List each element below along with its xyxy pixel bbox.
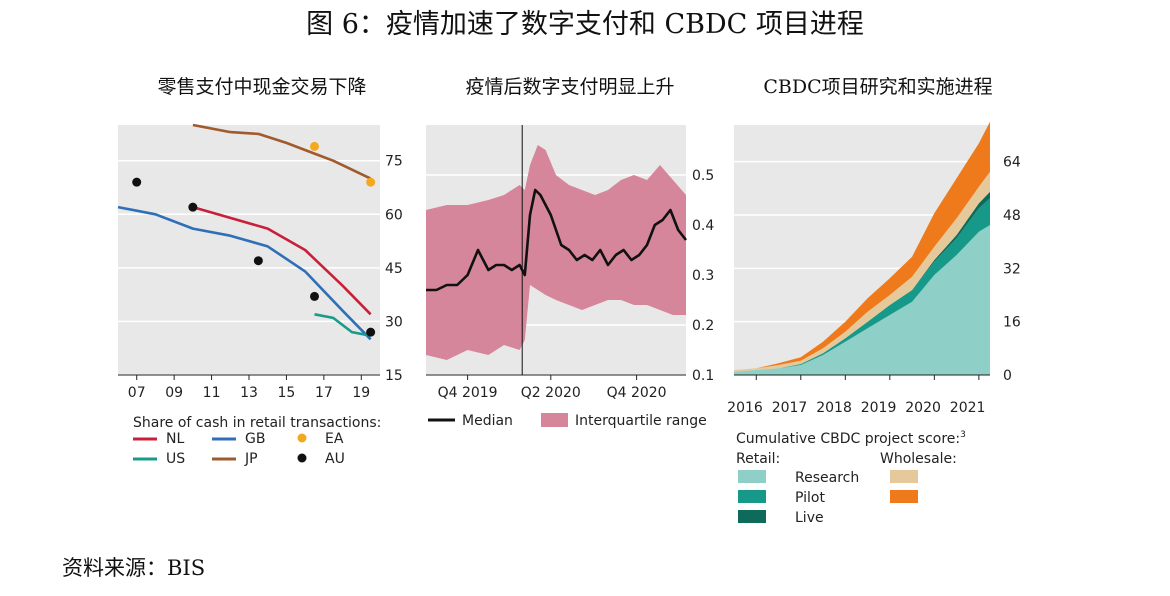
- panel-2-x-tick: Q2 2020: [521, 385, 581, 401]
- panel-2-line-median: [426, 188, 688, 292]
- panel-3-legend-retail: Retail:: [736, 451, 780, 467]
- panel-2-y-tick: 0.1: [692, 368, 714, 384]
- panel-1-x-tick: 13: [240, 385, 258, 401]
- panel-3-y-tick: 0: [1003, 368, 1012, 384]
- panel-1-plot-bg: [118, 125, 380, 375]
- legend-swatch-wholesale-research: [890, 470, 918, 483]
- panel-1-x-tick: 19: [352, 385, 370, 401]
- panel-3-legend-title: Cumulative CBDC project score:3: [736, 430, 966, 447]
- panel-2-y-tick: 0.2: [692, 318, 714, 334]
- panel-3-y-tick: 64: [1003, 155, 1021, 171]
- panel-1-y-tick: 15: [385, 368, 403, 384]
- panel-3-y-tick: 32: [1003, 261, 1021, 277]
- legend-swatch-interquartile-range: [541, 413, 568, 427]
- panel-3-x-tick: 2017: [772, 400, 808, 416]
- panel-2-band-interquartile-range: [426, 145, 686, 360]
- panel-1-line-jp: [192, 123, 372, 180]
- panel-2-y-tick: 0.4: [692, 218, 714, 234]
- legend-label-us: US: [166, 451, 185, 467]
- panel-1-y-tick: 45: [385, 261, 403, 277]
- panel-3-legend-footnote: 3: [960, 430, 966, 440]
- panel-3-y-tick: 16: [1003, 315, 1021, 331]
- legend-swatch-research: [738, 470, 766, 483]
- legend-label-live: Live: [795, 510, 824, 526]
- panel-3-x-tick: 2020: [905, 400, 941, 416]
- panel-3-x-tick: 2016: [727, 400, 763, 416]
- panel-2-title: 疫情后数字支付明显上升: [465, 76, 675, 98]
- legend-swatch-live: [738, 510, 766, 523]
- legend-label-median: Median: [462, 413, 513, 429]
- panel-1-x-tick: 15: [278, 385, 296, 401]
- panel-2-x-tick: Q4 2020: [607, 385, 667, 401]
- panel-1-point-au: [253, 256, 263, 266]
- legend-swatch-pilot: [738, 490, 766, 503]
- panel-1-point-au: [310, 291, 319, 301]
- legend-swatch-ea: [297, 433, 307, 443]
- panel-3-legend-wholesale: Wholesale:: [880, 451, 957, 467]
- panel-1-line-gb: [117, 205, 372, 341]
- panel-1-x-tick: 07: [128, 385, 146, 401]
- panel-1-y-tick: 75: [385, 154, 403, 170]
- panel-3-x-tick: 2021: [950, 400, 986, 416]
- panel-1-y-tick: 60: [385, 207, 403, 223]
- legend-label-gb: GB: [245, 431, 265, 447]
- panel-1-title: 零售支付中现金交易下降: [157, 76, 367, 98]
- panel-1-x-tick: 11: [203, 385, 221, 401]
- panel-1-point-au: [132, 177, 142, 187]
- legend-label-jp: JP: [244, 451, 258, 467]
- panel-1-legend-title: Share of cash in retail transactions:: [133, 415, 381, 431]
- panel-1-point-au: [188, 202, 198, 212]
- legend-label-research: Research: [795, 470, 859, 486]
- panel-1-point-ea: [310, 141, 319, 151]
- panel-1-line-nl: [192, 205, 372, 316]
- legend-label-nl: NL: [166, 431, 184, 447]
- panel-2-y-tick: 0.5: [692, 168, 714, 184]
- legend-swatch-au: [297, 453, 307, 463]
- legend-label-ea: EA: [325, 431, 344, 447]
- panel-3-y-tick: 48: [1003, 208, 1021, 224]
- panel-3-title: CBDC项目研究和实施进程: [763, 76, 993, 98]
- panel-1-line-us: [314, 313, 371, 337]
- legend-label-pilot: Pilot: [795, 490, 825, 506]
- figure-title: 图 6：疫情加速了数字支付和 CBDC 项目进程: [306, 9, 864, 40]
- legend-swatch-wholesale-pilot: [890, 490, 918, 503]
- panel-2-y-tick: 0.3: [692, 268, 714, 284]
- panel-3-x-tick: 2018: [816, 400, 852, 416]
- panel-1-point-ea: [366, 177, 376, 187]
- legend-label-au: AU: [325, 451, 345, 467]
- legend-label-interquartile-range: Interquartile range: [575, 413, 707, 429]
- panel-1-x-tick: 17: [315, 385, 333, 401]
- panel-3-x-tick: 2019: [861, 400, 897, 416]
- panel-1-x-tick: 09: [165, 385, 183, 401]
- panel-3-area-research: [734, 225, 990, 375]
- panel-2-x-tick: Q4 2019: [438, 385, 498, 401]
- source-note: 资料来源：BIS: [62, 556, 206, 580]
- panel-1-y-tick: 30: [385, 314, 403, 330]
- panel-1-point-au: [366, 327, 376, 337]
